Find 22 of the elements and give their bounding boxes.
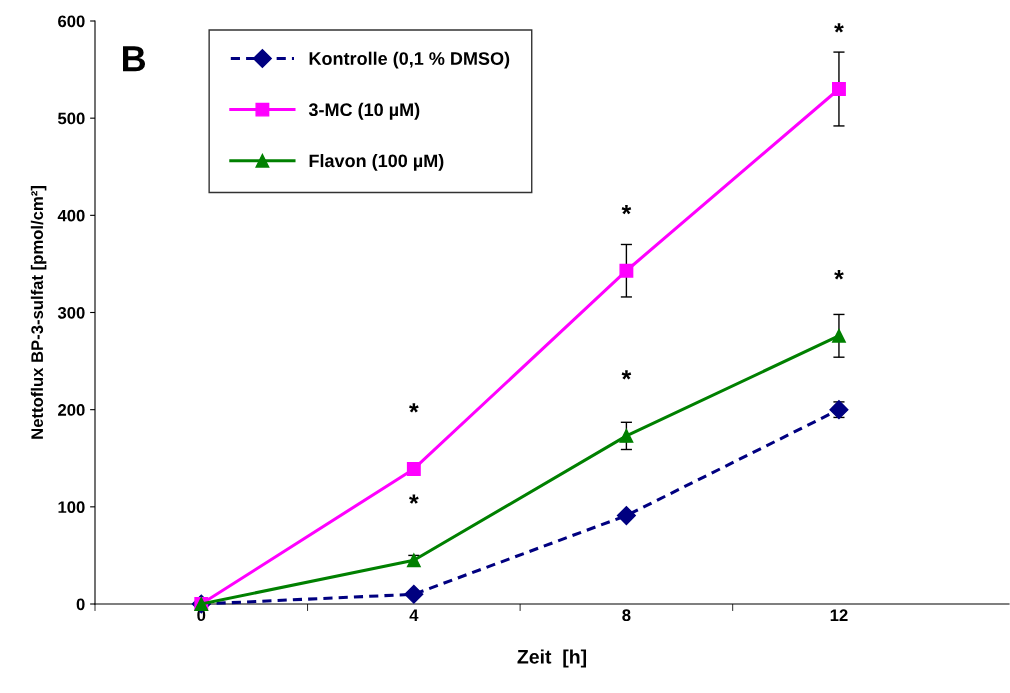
x-axis-title: Zeit [h]: [517, 649, 587, 668]
y-tick-label: 600: [58, 15, 85, 28]
annotation: *: [621, 370, 632, 380]
y-tick-label: 0: [76, 598, 85, 611]
y-tick-label: 300: [57, 306, 85, 319]
y-tick-label: 500: [57, 112, 85, 125]
annotation: B: [123, 46, 146, 72]
y-tick-label: 400: [57, 209, 85, 222]
legend-label: 3-MC (10 µM): [308, 102, 420, 120]
x-tick-label: 4: [409, 609, 419, 621]
annotation: *: [834, 270, 844, 280]
legend-label: Flavon (100 µM): [309, 153, 444, 171]
annotation: *: [834, 23, 844, 33]
y-tick-label: 100: [58, 501, 85, 514]
legend-label: Kontrolle (0,1 % DMSO): [309, 51, 510, 69]
y-axis-title: Nettoflux BP-3-sulfat [pmol/cm²]: [30, 186, 47, 439]
annotation: *: [621, 204, 632, 215]
x-tick-label: 8: [622, 609, 631, 622]
x-tick-label: 12: [830, 609, 848, 621]
annotation: *: [409, 494, 419, 504]
annotation: *: [409, 403, 419, 413]
y-tick-label: 200: [58, 404, 85, 416]
